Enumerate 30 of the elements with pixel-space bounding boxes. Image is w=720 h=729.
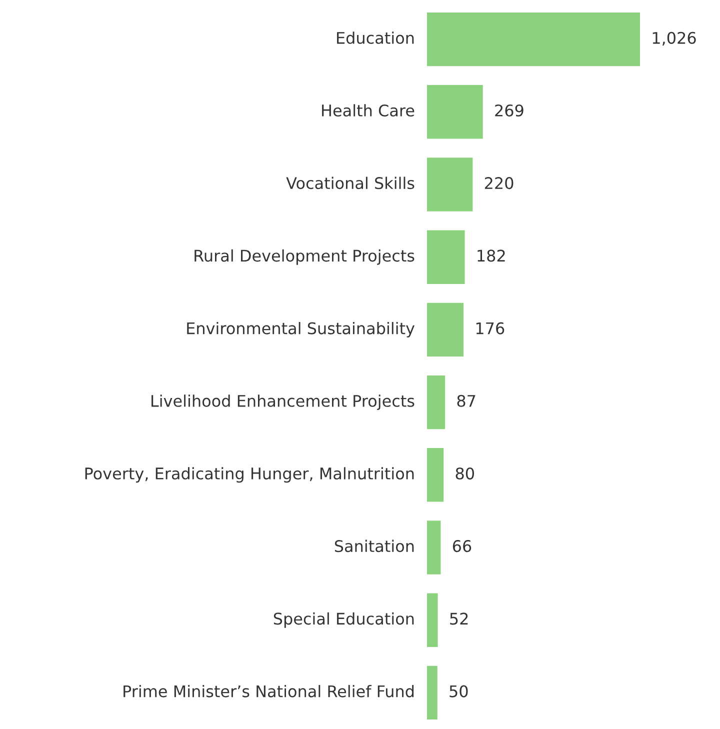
bar: [427, 448, 444, 502]
y-tick-label: Poverty, Eradicating Hunger, Malnutrition: [85, 467, 414, 483]
y-tick-label: Health Care: [322, 104, 414, 117]
data-label: 182: [478, 250, 505, 262]
bar: [427, 158, 473, 212]
bar: [427, 85, 483, 139]
data-label: 80: [456, 467, 474, 480]
bar: [427, 230, 465, 284]
data-label: 176: [476, 322, 504, 334]
bar: [427, 520, 441, 574]
data-label: 50: [450, 685, 468, 698]
y-tick-label: Prime Minister’s National Relief Fund: [124, 684, 414, 698]
y-tick-label: Livelihood Enhancement Projects: [152, 394, 414, 410]
data-label: 52: [450, 612, 468, 625]
data-label: 220: [484, 177, 514, 190]
y-tick-label: Vocational Skills: [286, 176, 414, 190]
bar: [427, 666, 438, 720]
y-tick-label: Sanitation: [334, 540, 414, 552]
data-label: 1,026: [652, 32, 696, 46]
data-label: 87: [457, 394, 476, 407]
bar: [427, 375, 446, 430]
y-tick-label: Education: [337, 32, 414, 44]
y-tick-label: Special Education: [274, 612, 414, 628]
data-label: 66: [452, 540, 472, 552]
bar: [427, 12, 640, 66]
y-tick-label: Rural Development Projects: [194, 249, 414, 265]
data-label: 269: [495, 104, 524, 117]
y-tick-label: Environmental Sustainability: [187, 322, 415, 338]
bar: [427, 302, 464, 357]
bar: [427, 593, 438, 647]
